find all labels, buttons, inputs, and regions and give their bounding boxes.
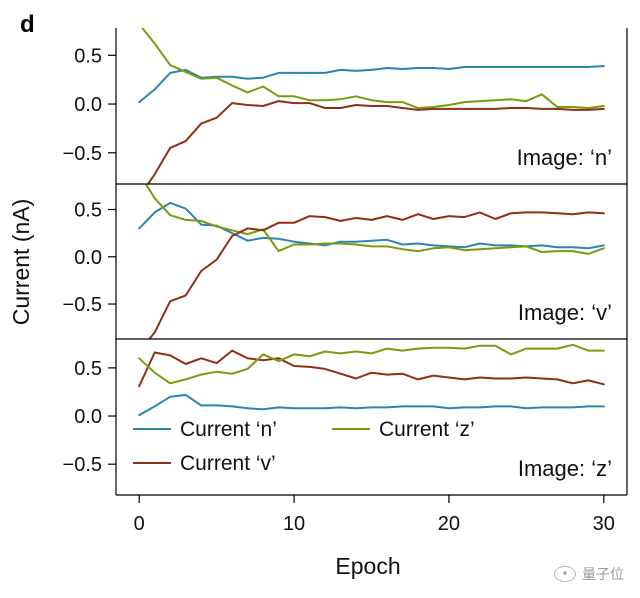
chart-panel-2: 0.5 0.0 −0.5 Image: ‘v’	[63, 184, 612, 339]
x-tick-label: 30	[593, 513, 615, 535]
y-axis-title: Current (nA)	[8, 199, 34, 326]
chart-panel-1: 0.5 0.0 −0.5 Image: ‘n’	[63, 28, 612, 184]
legend-label-z: Current ‘z’	[379, 418, 475, 441]
figure-letter: d	[20, 11, 35, 38]
y-tick-label: 0.0	[74, 94, 102, 116]
x-tick-label: 0	[134, 513, 145, 535]
x-tick-label: 20	[438, 513, 460, 535]
y-tick-label: 0.0	[74, 247, 102, 269]
wechat-icon	[554, 566, 576, 582]
series-line-v	[147, 211, 605, 339]
y-tick-label: −0.5	[63, 143, 102, 165]
plot-area: 0.5 0.0 −0.5 Image: ‘n’ 0.5 0.0 −0.5 Image: ‘v’…	[63, 28, 628, 535]
panel-label: Image: ‘n’	[517, 145, 612, 170]
series-line-z	[141, 28, 605, 109]
y-tick-label: 0.0	[74, 406, 102, 428]
series-line-z	[138, 343, 605, 385]
legend-label-n: Current ‘n’	[180, 418, 277, 441]
y-tick-label: 0.5	[74, 200, 102, 222]
y-tick-label: 0.5	[74, 358, 102, 380]
panel-label: Image: ‘v’	[518, 300, 612, 325]
x-axis-title: Epoch	[335, 553, 400, 579]
panel-label: Image: ‘z’	[518, 456, 612, 481]
legend-label-v: Current ‘v’	[180, 452, 276, 475]
legend: Current ‘n’ Current ‘z’ Current ‘v’	[133, 418, 475, 475]
series-line-v	[146, 100, 605, 184]
chart-panel-3: 0.5 0.0 −0.5 Image: ‘z’ 0 10 20 30	[63, 343, 615, 535]
series-line-n	[138, 393, 605, 417]
y-tick-label: −0.5	[63, 294, 102, 316]
x-tick-label: 10	[283, 513, 305, 535]
series-line-n	[138, 201, 605, 250]
watermark-text: 量子位	[582, 567, 624, 583]
y-tick-label: −0.5	[63, 454, 102, 476]
watermark: 量子位	[554, 564, 624, 584]
series-line-v	[138, 349, 605, 388]
y-tick-label: 0.5	[74, 45, 102, 67]
series-line-z	[144, 184, 605, 255]
